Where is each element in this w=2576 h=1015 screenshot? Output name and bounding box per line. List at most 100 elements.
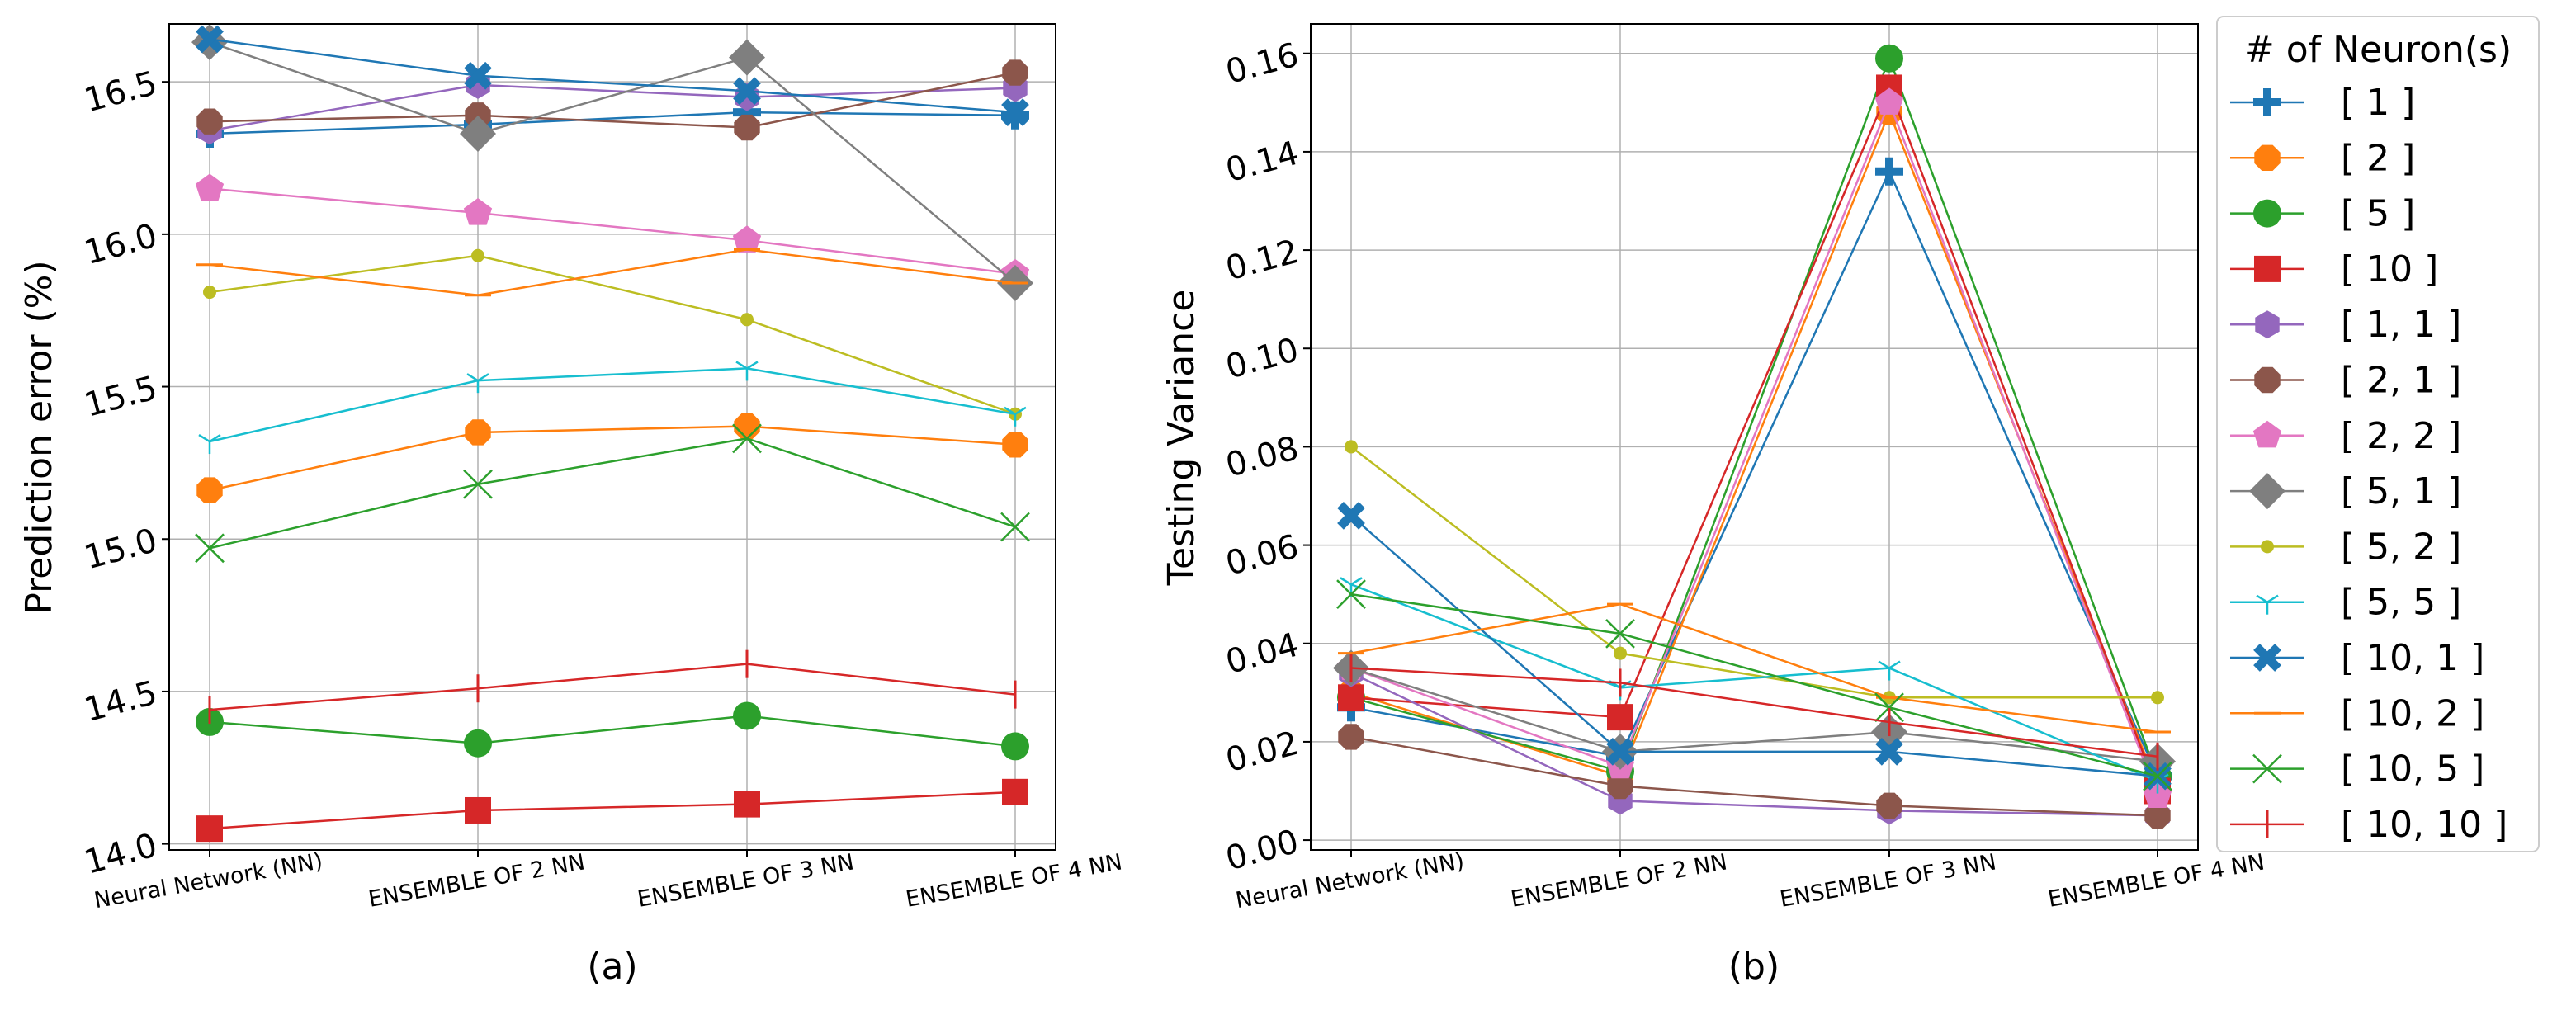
- panel-a-data-point: [195, 533, 225, 564]
- panel-a-data-point: [464, 61, 492, 90]
- panel-b-y-tick-label: 0.10: [1222, 331, 1302, 386]
- panel-a-data-point: [740, 313, 754, 327]
- panel-b-y-tick-label: 0.04: [1222, 626, 1302, 681]
- panel-a-x-tick-label: ENSEMBLE OF 4 NN: [904, 849, 1124, 913]
- panel-b-plot-frame: [1310, 23, 2199, 851]
- panel-b-series-line: [1350, 602, 2158, 734]
- panel-b-series-line: [1350, 446, 2158, 699]
- panel-a-y-tick-label: 14.5: [80, 674, 161, 729]
- panel-a-data-point: [734, 114, 760, 141]
- panel-b-data-point: [1345, 440, 1358, 454]
- panel-a-series: [191, 24, 1033, 843]
- panel-a-series-line: [209, 663, 1016, 711]
- panel-a-chart: 14.0 14.5 15.0 15.5 16.0 16.5 Neural Network …: [18, 23, 1124, 988]
- panel-b-series-line: [1350, 583, 2158, 782]
- panel-b-y-tick-label: 0.16: [1222, 35, 1302, 91]
- panel-a-series-line: [209, 254, 1016, 415]
- legend-entry: [ 5, 5 ]: [2230, 582, 2461, 624]
- legend-marker-swatch: [2253, 644, 2281, 672]
- legend-label: [ 10, 1 ]: [2341, 637, 2484, 679]
- legend-marker-swatch: [2261, 540, 2274, 554]
- panel-b-data-point: [1605, 618, 1635, 649]
- legend-label: [ 10, 10 ]: [2341, 804, 2507, 846]
- panel-a-data-point: [195, 173, 225, 201]
- panel-a-data-point: [1002, 432, 1028, 458]
- panel-a-data-point: [465, 796, 491, 824]
- legend-frame: [2216, 16, 2540, 852]
- panel-a-data-point: [196, 815, 223, 843]
- legend-entry: [ 2, 1 ]: [2230, 360, 2461, 402]
- legend: # of Neuron(s) [ 1 ] [ 2 ] [ 5 ] [ 10 ] [ 1,…: [2216, 16, 2540, 852]
- panel-b-y-axis-title: Testing Variance: [1160, 290, 1203, 587]
- panel-b-series-line: [1350, 592, 2158, 777]
- panel-b-data-point: [2144, 802, 2171, 829]
- panel-b-label: (b): [1728, 946, 1780, 988]
- panel-b-data-point: [1607, 772, 1633, 800]
- legend-items: [ 1 ] [ 2 ] [ 5 ] [ 10 ] [ 1, 1 ] [ 2, 1 ] [ 2…: [2230, 82, 2507, 846]
- legend-label: [ 5, 5 ]: [2341, 582, 2461, 624]
- panel-b-data-point: [1874, 87, 1904, 115]
- panel-a-series-line: [209, 791, 1016, 830]
- panel-b-data-point: [2143, 761, 2172, 791]
- panel-a-x-tick-label: ENSEMBLE OF 3 NN: [636, 849, 856, 913]
- panel-a-data-point: [203, 286, 216, 300]
- panel-a-data-point: [733, 77, 761, 106]
- panel-b-x-tick-label: ENSEMBLE OF 3 NN: [1778, 849, 1998, 913]
- panel-a-y-ticks: 14.0 14.5 15.0 15.5 16.0 16.5: [80, 64, 169, 882]
- panel-b-chart: 0.00 0.02 0.04 0.06 0.08 0.10 0.12 0.14 0.16 Neu…: [1160, 23, 2266, 988]
- legend-label: [ 5, 2 ]: [2341, 526, 2461, 568]
- legend-entry: [ 5, 1 ]: [2230, 470, 2461, 512]
- panel-a-series-line: [209, 715, 1016, 748]
- legend-marker-swatch: [2249, 473, 2285, 510]
- panel-a-plot-frame: [168, 23, 1056, 851]
- panel-b-series-line: [1350, 85, 2159, 791]
- panel-b-data-point: [1874, 692, 1904, 723]
- panel-a-data-point: [196, 108, 223, 135]
- legend-marker-swatch: [2255, 310, 2280, 339]
- panel-b-data-point: [1337, 501, 1365, 530]
- panel-a-data-point: [733, 98, 761, 127]
- panel-b-series-line: [1350, 109, 2159, 787]
- panel-b-x-ticks: Neural Network (NN) ENSEMBLE OF 2 NN ENSEM…: [1234, 848, 2266, 914]
- legend-label: [ 2, 2 ]: [2341, 415, 2461, 457]
- legend-entry: [ 5 ]: [2230, 193, 2415, 235]
- panel-b-y-tick-label: 0.08: [1222, 429, 1302, 484]
- legend-marker-swatch: [2254, 366, 2281, 394]
- panel-a-series-line: [209, 187, 1016, 276]
- panel-b-y-tick-label: 0.14: [1222, 135, 1302, 190]
- legend-label: [ 5, 1 ]: [2341, 470, 2461, 512]
- panel-a-data-point: [733, 701, 761, 730]
- panel-a-data-point: [198, 433, 221, 455]
- panel-b-data-point: [1338, 724, 1364, 750]
- legend-label: [ 2 ]: [2341, 137, 2415, 179]
- legend-entry: [ 10 ]: [2230, 248, 2438, 290]
- panel-a-data-point: [1000, 512, 1030, 542]
- legend-title: # of Neuron(s): [2244, 29, 2512, 71]
- panel-b-series-line: [1350, 514, 2158, 777]
- panel-b-y-ticks: 0.00 0.02 0.04 0.06 0.08 0.10 0.12 0.14 0.16: [1222, 35, 1311, 878]
- panel-a-series-line: [209, 38, 1016, 114]
- panel-a-y-tick-label: 14.0: [80, 826, 161, 881]
- panel-b-x-tick-label: ENSEMBLE OF 4 NN: [2046, 849, 2266, 913]
- panel-b-data-point: [1878, 660, 1901, 681]
- legend-entry: [ 10, 10 ]: [2230, 804, 2507, 846]
- panel-a-data-point: [196, 477, 223, 503]
- panel-b-series-line: [1350, 99, 2159, 796]
- legend-marker-swatch: [2256, 594, 2279, 615]
- panel-b-series-line: [1350, 735, 2158, 817]
- panel-b-series-line: [1350, 667, 2158, 762]
- panel-a-data-point: [466, 373, 489, 394]
- legend-label: [ 1 ]: [2341, 82, 2415, 124]
- panel-b-data-point: [1607, 704, 1633, 731]
- panel-a-data-point: [734, 791, 760, 818]
- panel-a-data-point: [732, 423, 762, 454]
- panel-a-data-point: [471, 248, 484, 262]
- legend-label: [ 10, 2 ]: [2341, 692, 2484, 734]
- legend-marker-swatch: [2252, 753, 2282, 784]
- panel-a-data-point: [460, 115, 496, 152]
- panel-b-series-line: [1350, 55, 2159, 777]
- panel-a-data-point: [1001, 732, 1029, 761]
- panel-a-x-tick-label: ENSEMBLE OF 2 NN: [366, 849, 587, 913]
- panel-a-data-point: [465, 419, 491, 446]
